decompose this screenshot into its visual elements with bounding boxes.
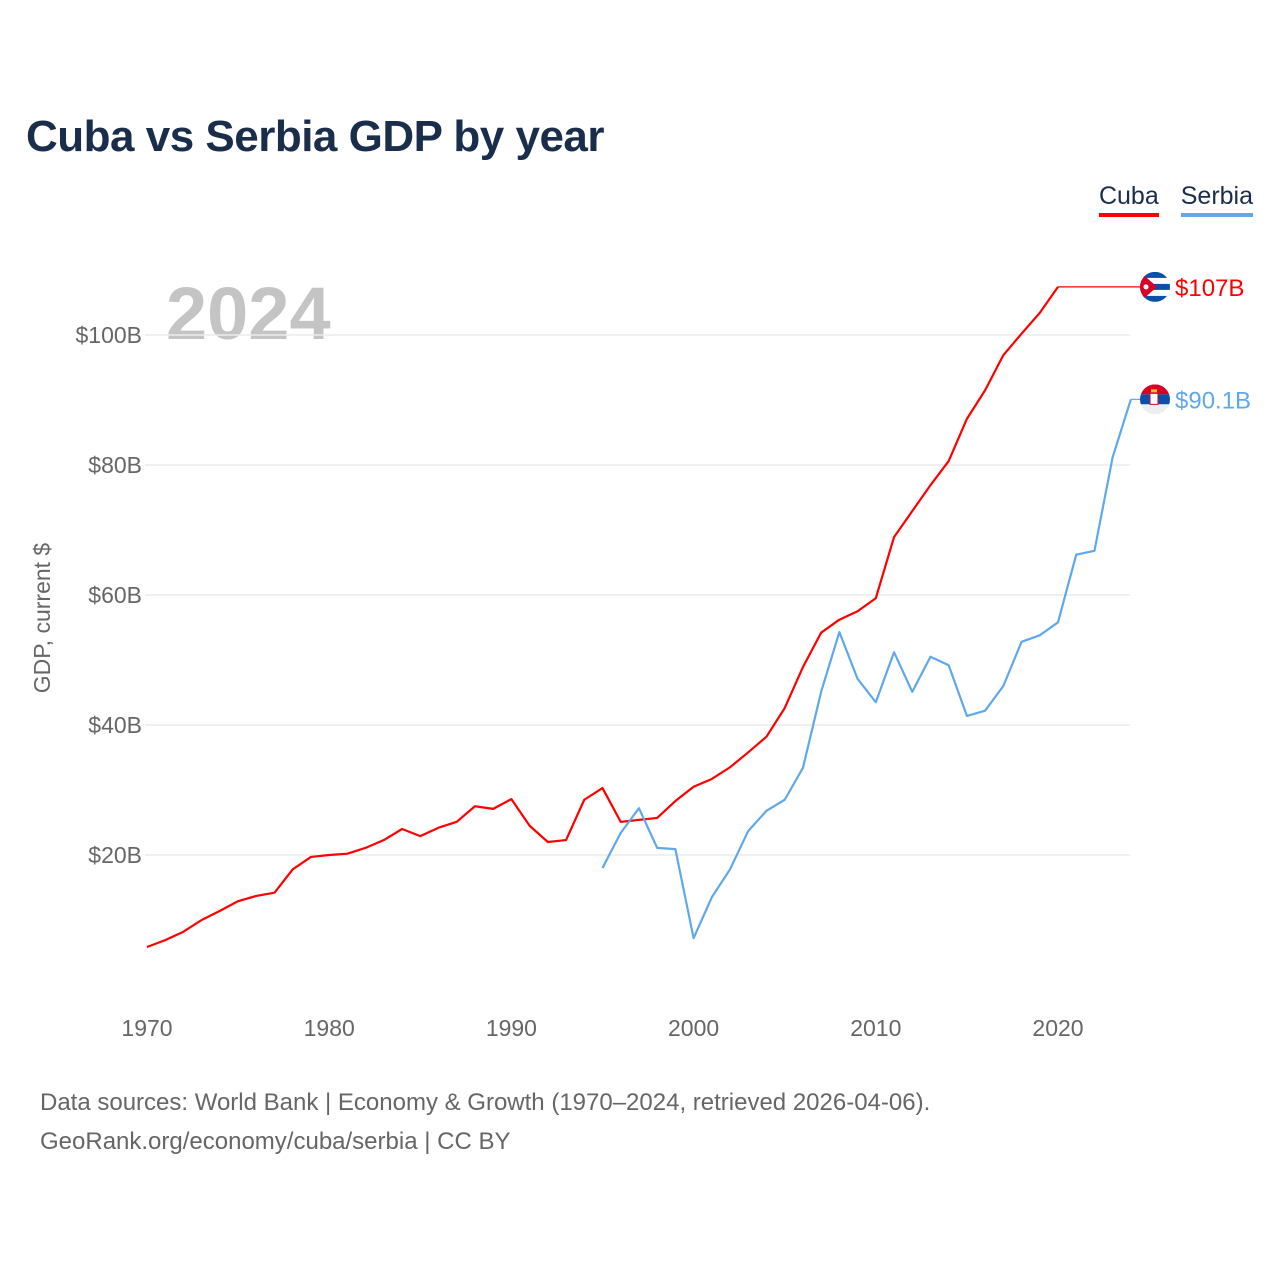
cuba-flag-icon (1140, 271, 1170, 302)
y-axis-label: GDP, current $ (29, 543, 55, 694)
y-tick-label: $60B (88, 582, 142, 608)
x-tick-label: 1980 (304, 1015, 355, 1041)
y-tick-label: $40B (88, 712, 142, 738)
serbia-flag-icon (1140, 384, 1170, 415)
x-tick-label: 2000 (668, 1015, 719, 1041)
year-watermark: 2024 (166, 272, 331, 355)
y-tick-label: $20B (88, 842, 142, 868)
end-value-label: $90.1B (1175, 387, 1251, 414)
legend-serbia[interactable]: Serbia (1180, 182, 1253, 217)
y-tick-label: $80B (88, 452, 142, 478)
series-line-serbia (601, 399, 1132, 940)
legend: Cuba Serbia (1098, 182, 1253, 217)
end-value-label: $107B (1175, 275, 1244, 302)
y-tick-label: $100B (75, 322, 142, 348)
series-line-cuba (146, 286, 1059, 949)
footer: Data sources: World Bank | Economy & Gro… (40, 1083, 930, 1161)
x-tick-label: 2020 (1032, 1015, 1083, 1041)
chart-title: Cuba vs Serbia GDP by year (26, 112, 605, 161)
x-tick-label: 2010 (850, 1015, 901, 1041)
attribution-link[interactable]: GeoRank.org/economy/cuba/serbia | CC BY (40, 1128, 511, 1155)
legend-cuba[interactable]: Cuba (1098, 182, 1159, 217)
x-tick-label: 1970 (121, 1015, 172, 1041)
x-tick-label: 1990 (486, 1015, 537, 1041)
data-source: Data sources: World Bank | Economy & Gro… (40, 1089, 931, 1116)
